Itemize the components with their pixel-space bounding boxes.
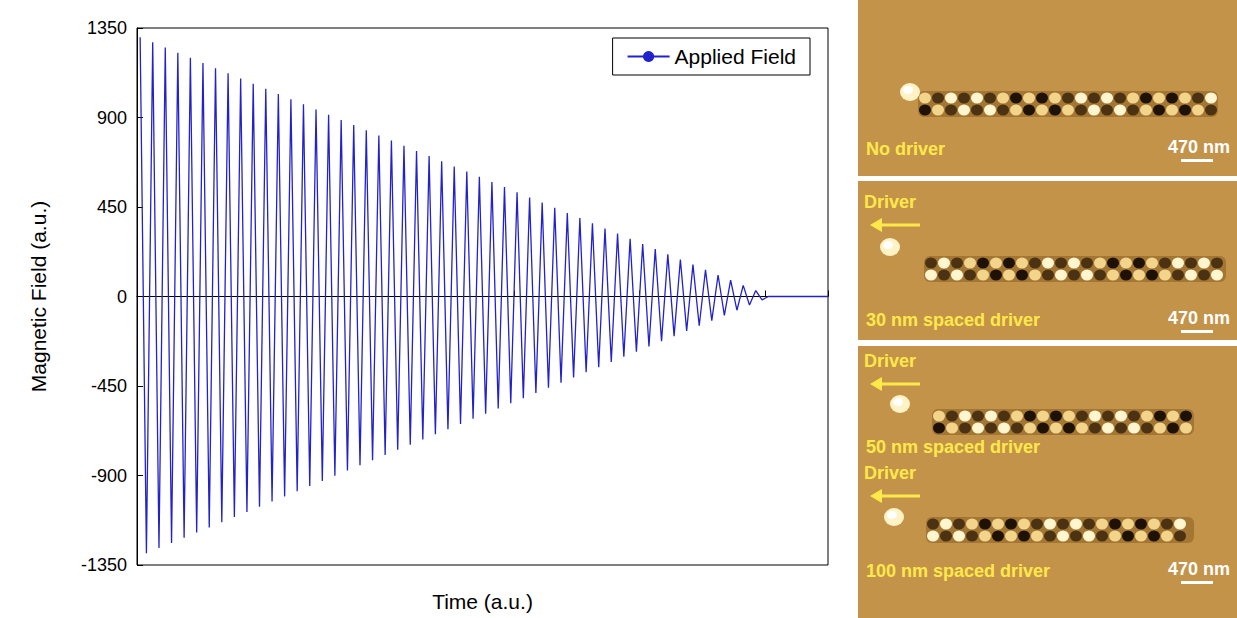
svg-text:900: 900 xyxy=(97,108,127,128)
svg-text:470 nm: 470 nm xyxy=(1168,308,1230,328)
svg-text:450: 450 xyxy=(97,197,127,217)
svg-text:Applied Field: Applied Field xyxy=(675,45,796,68)
svg-text:-450: -450 xyxy=(91,376,127,396)
svg-text:Time (a.u.): Time (a.u.) xyxy=(432,590,533,613)
svg-text:1350: 1350 xyxy=(87,18,127,38)
svg-text:50 nm spaced driver: 50 nm spaced driver xyxy=(866,437,1040,457)
svg-text:-1350: -1350 xyxy=(81,555,127,575)
svg-text:-900: -900 xyxy=(91,466,127,486)
svg-text:100 nm spaced driver: 100 nm spaced driver xyxy=(866,561,1050,581)
svg-text:No driver: No driver xyxy=(866,139,945,159)
svg-text:470 nm: 470 nm xyxy=(1168,137,1230,157)
svg-text:0: 0 xyxy=(117,287,127,307)
svg-text:Driver: Driver xyxy=(864,192,916,212)
svg-text:Driver: Driver xyxy=(864,463,916,483)
svg-text:Driver: Driver xyxy=(864,351,916,371)
svg-text:30 nm spaced driver: 30 nm spaced driver xyxy=(866,310,1040,330)
svg-text:470 nm: 470 nm xyxy=(1168,559,1230,579)
svg-text:Magnetic Field (a.u.): Magnetic Field (a.u.) xyxy=(27,201,50,392)
